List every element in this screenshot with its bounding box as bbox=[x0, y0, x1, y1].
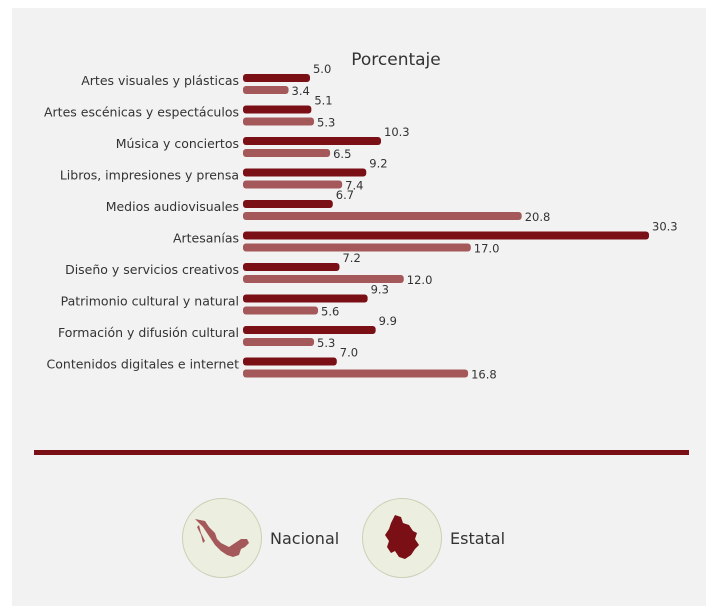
legend-circle-nacional bbox=[182, 498, 262, 578]
category-label: Medios audiovisuales bbox=[106, 199, 239, 214]
value-label-nacional: 7.0 bbox=[340, 346, 358, 360]
category-label: Artes visuales y plásticas bbox=[81, 73, 239, 88]
value-label-nacional: 9.3 bbox=[371, 283, 389, 297]
value-label-nacional: 9.2 bbox=[369, 157, 387, 171]
bar-nacional bbox=[243, 357, 337, 366]
legend-item-nacional: Nacional bbox=[182, 498, 339, 578]
value-label-nacional: 10.3 bbox=[384, 125, 410, 139]
value-label-estatal: 3.4 bbox=[292, 84, 310, 98]
chart-title: Porcentaje bbox=[351, 50, 441, 70]
category-label: Patrimonio cultural y natural bbox=[61, 294, 239, 309]
bar-nacional bbox=[243, 294, 368, 303]
bar-nacional bbox=[243, 74, 310, 82]
bar-estatal bbox=[243, 275, 404, 283]
value-label-nacional: 9.9 bbox=[379, 314, 397, 328]
bar-estatal bbox=[243, 369, 469, 378]
category-label: Artes escénicas y espectáculos bbox=[44, 105, 239, 120]
bar-estatal bbox=[243, 180, 343, 189]
value-label-nacional: 30.3 bbox=[652, 220, 678, 234]
category-label: Libros, impresiones y prensa bbox=[60, 168, 239, 183]
value-label-estatal: 5.3 bbox=[317, 336, 335, 350]
chart-card: Porcentaje Artes visuales y plásticas 5.0… bbox=[12, 8, 706, 606]
divider-line bbox=[34, 450, 689, 455]
bar-nacional bbox=[243, 137, 382, 145]
bar-chart: Porcentaje Artes visuales y plásticas 5.0… bbox=[44, 50, 678, 382]
legend-label-estatal: Estatal bbox=[450, 528, 506, 548]
value-label-estatal: 20.8 bbox=[525, 210, 551, 224]
category-label: Artesanías bbox=[173, 231, 239, 246]
bar-nacional bbox=[243, 263, 340, 271]
value-label-estatal: 17.0 bbox=[474, 242, 500, 256]
category-label: Diseño y servicios creativos bbox=[65, 262, 239, 277]
value-label-estatal: 5.6 bbox=[321, 305, 339, 319]
bar-estatal bbox=[243, 117, 315, 126]
value-label-estatal: 16.8 bbox=[471, 368, 497, 382]
value-label-nacional: 7.2 bbox=[342, 251, 360, 265]
value-label-estatal: 6.5 bbox=[333, 147, 351, 161]
bar-estatal bbox=[243, 212, 522, 220]
bar-nacional bbox=[243, 326, 376, 334]
value-label-estatal: 5.3 bbox=[317, 116, 335, 130]
bar-estatal bbox=[243, 306, 319, 315]
bar-nacional bbox=[243, 105, 312, 114]
bar-estatal bbox=[243, 243, 471, 252]
bar-estatal bbox=[243, 86, 289, 94]
state-map-icon bbox=[385, 515, 419, 559]
category-label: Música y conciertos bbox=[116, 136, 239, 151]
legend-label-nacional: Nacional bbox=[270, 528, 340, 548]
category-label: Formación y difusión cultural bbox=[58, 325, 239, 340]
value-label-nacional: 5.0 bbox=[313, 62, 331, 76]
legend-circle-estatal bbox=[362, 498, 442, 578]
value-label-estatal: 7.4 bbox=[345, 179, 363, 193]
value-label-estatal: 12.0 bbox=[407, 273, 433, 287]
value-label-nacional: 5.1 bbox=[314, 94, 332, 108]
bar-nacional bbox=[243, 168, 367, 177]
bar-estatal bbox=[243, 338, 315, 346]
bar-nacional bbox=[243, 200, 333, 208]
category-label: Contenidos digitales e internet bbox=[47, 357, 240, 372]
value-label-nacional: 6.7 bbox=[336, 188, 354, 202]
legend-item-estatal: Estatal bbox=[362, 498, 505, 578]
bar-nacional bbox=[243, 231, 649, 240]
bar-estatal bbox=[243, 149, 331, 157]
mexico-map-icon bbox=[195, 519, 249, 557]
